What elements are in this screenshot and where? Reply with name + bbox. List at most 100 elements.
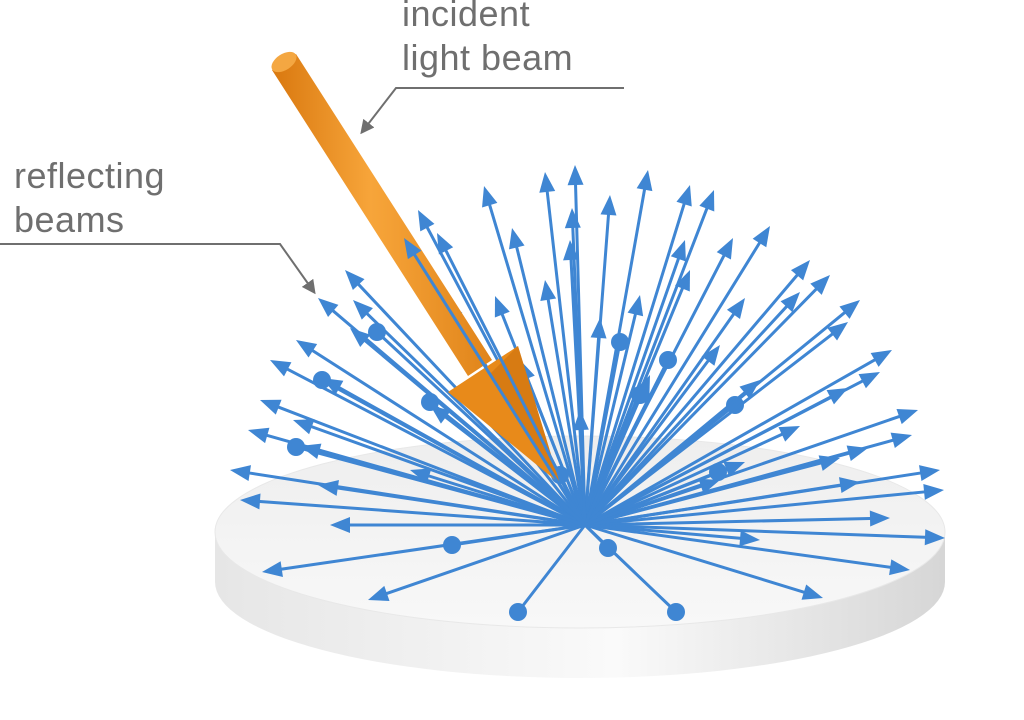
ray-ball-tip-icon (631, 386, 649, 404)
reflected-ray (583, 388, 848, 527)
reflected-ray (583, 226, 770, 527)
ray-ball-tip-icon (599, 539, 617, 557)
reflected-ray-short (583, 463, 727, 527)
ray-shaft (583, 490, 926, 527)
cone-arrowhead-icon (896, 408, 918, 425)
ray-shaft (583, 523, 892, 569)
reflected-ray (583, 523, 823, 600)
ray-shaft (583, 358, 877, 527)
reflected-ray (583, 523, 945, 546)
cone-arrowhead-icon (539, 172, 556, 193)
reflected-ray (583, 408, 918, 527)
cone-arrowhead-icon (509, 228, 525, 250)
cone-arrowhead-icon (670, 240, 686, 262)
cone-arrowhead-icon (482, 186, 498, 208)
label-leaders (0, 87, 624, 295)
ray-shaft (583, 202, 686, 527)
ray-shaft (579, 428, 587, 527)
cone-arrowhead-icon (368, 585, 390, 602)
cone-arrowhead-icon (846, 445, 868, 461)
reflected-ray (583, 510, 890, 527)
cone-arrowhead-icon (540, 280, 557, 302)
cone-arrowhead-icon (801, 584, 823, 600)
reflected-ray (437, 233, 587, 527)
ray-shaft (583, 336, 601, 527)
ray-shaft (583, 483, 842, 527)
ray-shaft (583, 432, 784, 527)
cone-arrowhead-icon (572, 410, 589, 431)
ray-shaft (427, 474, 587, 527)
reflected-ray (583, 477, 860, 527)
reflected-ray (539, 172, 587, 527)
reflected-ray-short (368, 323, 587, 527)
ray-ball-tip-icon (611, 333, 629, 351)
reflected-ray (583, 455, 840, 527)
ray-shaft (583, 415, 901, 527)
incident-label-line2: light beam (402, 37, 574, 78)
reflected-ray (318, 298, 587, 527)
ray-shaft (583, 273, 799, 527)
incident-beam-head (448, 346, 560, 484)
reflected-ray (583, 295, 644, 527)
ray-shaft (583, 393, 642, 527)
ray-ball-tip-icon (368, 323, 386, 341)
cone-arrowhead-icon (262, 561, 283, 578)
cone-arrowhead-icon (890, 432, 912, 449)
reflected-ray (296, 340, 587, 527)
reflected-ray-short (443, 523, 587, 554)
ray-shaft (525, 377, 587, 527)
cone-arrowhead-icon (293, 419, 315, 435)
cone-arrowhead-icon (858, 372, 880, 389)
incident-light-beam-label: incident light beam (402, 0, 573, 80)
ray-ball-tip-icon (443, 536, 461, 554)
cone-arrowhead-icon (839, 300, 860, 319)
cone-arrowhead-icon (726, 298, 745, 319)
ray-shaft (311, 349, 587, 527)
ray-ball-tip-icon (421, 393, 439, 411)
cone-arrowhead-icon (330, 517, 350, 533)
ray-ball-tip-icon (667, 603, 685, 621)
ray-shaft (444, 249, 587, 527)
cone-arrowhead-icon (780, 292, 800, 313)
reflecting-beams-label: reflecting beams (14, 154, 165, 242)
cone-arrowhead-icon (350, 328, 371, 347)
reflecting-label-line2: beams (14, 199, 125, 240)
reflected-ray (583, 292, 800, 527)
cone-arrowhead-icon (296, 340, 318, 358)
cone-arrowhead-icon (827, 322, 848, 341)
reflected-ray (583, 350, 892, 527)
reflected-ray (293, 419, 587, 527)
reflecting-leader-line (0, 243, 316, 295)
reflected-ray (583, 185, 692, 527)
cone-arrowhead-icon (318, 298, 339, 318)
incident-beam-shaft (272, 54, 492, 376)
ray-shaft (583, 312, 637, 527)
cone-arrowhead-icon (889, 559, 910, 576)
cone-arrowhead-icon (260, 399, 282, 415)
cone-arrowhead-icon (923, 483, 944, 500)
incident-beam-head-shade (490, 346, 560, 484)
ray-shaft (331, 309, 587, 527)
cone-arrowhead-icon (739, 530, 760, 547)
cone-arrowhead-icon (636, 170, 653, 192)
incident-beam-end (271, 51, 297, 73)
ray-shaft (385, 523, 587, 595)
ray-shaft (488, 203, 587, 527)
ray-shaft (294, 445, 587, 527)
ray-shaft (583, 305, 788, 527)
reflected-ray (583, 523, 910, 576)
ray-shaft (258, 499, 587, 527)
ray-shaft (583, 358, 670, 527)
ray-shaft (583, 391, 747, 527)
reflected-ray (368, 523, 587, 602)
cone-arrowhead-icon (230, 465, 251, 481)
cone-arrowhead-icon (270, 360, 292, 377)
ray-shaft (516, 523, 587, 614)
cone-arrowhead-icon (699, 190, 715, 212)
cone-arrowhead-icon (353, 300, 373, 320)
ray-shaft (413, 253, 587, 527)
cone-arrowhead-icon (778, 426, 800, 442)
reflected-ray (404, 238, 587, 527)
cone-arrowhead-icon (240, 493, 261, 510)
